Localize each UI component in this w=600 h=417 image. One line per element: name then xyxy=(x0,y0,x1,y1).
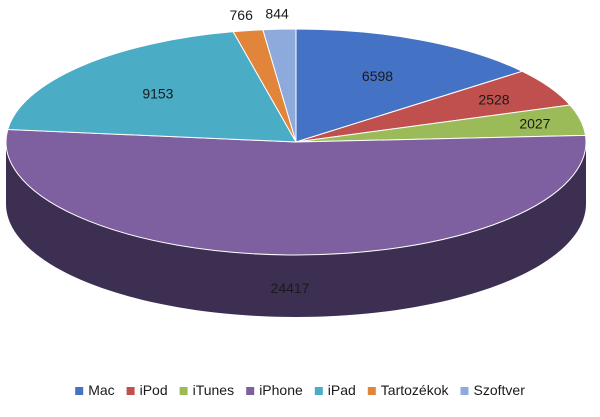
legend-item-mac: Mac xyxy=(75,382,115,398)
legend-item-itunes: iTunes xyxy=(179,382,235,398)
legend-item-szoftver: Szoftver xyxy=(460,382,526,398)
legend-swatch-ipod xyxy=(126,387,135,395)
legend-swatch-szoftver xyxy=(460,387,469,395)
legend-label-szoftver: Szoftver xyxy=(474,382,526,398)
pie-slices xyxy=(5,28,587,256)
data-label-itunes: 2027 xyxy=(519,116,550,132)
pie-depth-sides xyxy=(6,142,586,317)
legend-item-ipod: iPod xyxy=(126,382,168,398)
legend-swatch-mac xyxy=(75,387,84,395)
legend-label-mac: Mac xyxy=(88,382,114,398)
pie-slice-iphone xyxy=(5,128,587,256)
data-label-iphone: 24417 xyxy=(271,280,310,296)
legend-label-iphone: iPhone xyxy=(259,382,303,398)
pie-data-labels: 6598 2528 2027 24417 9153 766 844 xyxy=(142,5,550,296)
legend-swatch-ipad xyxy=(314,387,323,395)
legend-item-tartozekok: Tartozékok xyxy=(367,382,450,398)
legend-label-itunes: iTunes xyxy=(193,382,235,398)
pie-slice-ipad xyxy=(7,31,297,143)
legend-swatch-iphone xyxy=(246,387,255,395)
legend-item-ipad: iPad xyxy=(314,382,356,398)
chart-legend: Mac iPod iTunes iPhone iPad Tartozékok Szoftve… xyxy=(75,382,525,398)
data-label-ipod: 2528 xyxy=(478,91,509,107)
legend-label-tartozekok: Tartozékok xyxy=(381,382,450,398)
data-label-mac: 6598 xyxy=(362,68,393,84)
legend-label-ipod: iPod xyxy=(140,382,168,398)
legend-label-ipad: iPad xyxy=(328,382,356,398)
pie-side-iphone xyxy=(6,142,586,317)
legend-swatch-itunes xyxy=(179,387,188,395)
data-label-tartozekok: 766 xyxy=(230,7,254,23)
legend-swatch-tartozekok xyxy=(367,387,376,395)
data-label-ipad: 9153 xyxy=(142,86,173,102)
pie-slice-szoftver xyxy=(262,28,297,143)
pie-slice-mac xyxy=(295,28,524,143)
legend-item-iphone: iPhone xyxy=(246,382,303,398)
data-label-szoftver: 844 xyxy=(265,5,289,21)
